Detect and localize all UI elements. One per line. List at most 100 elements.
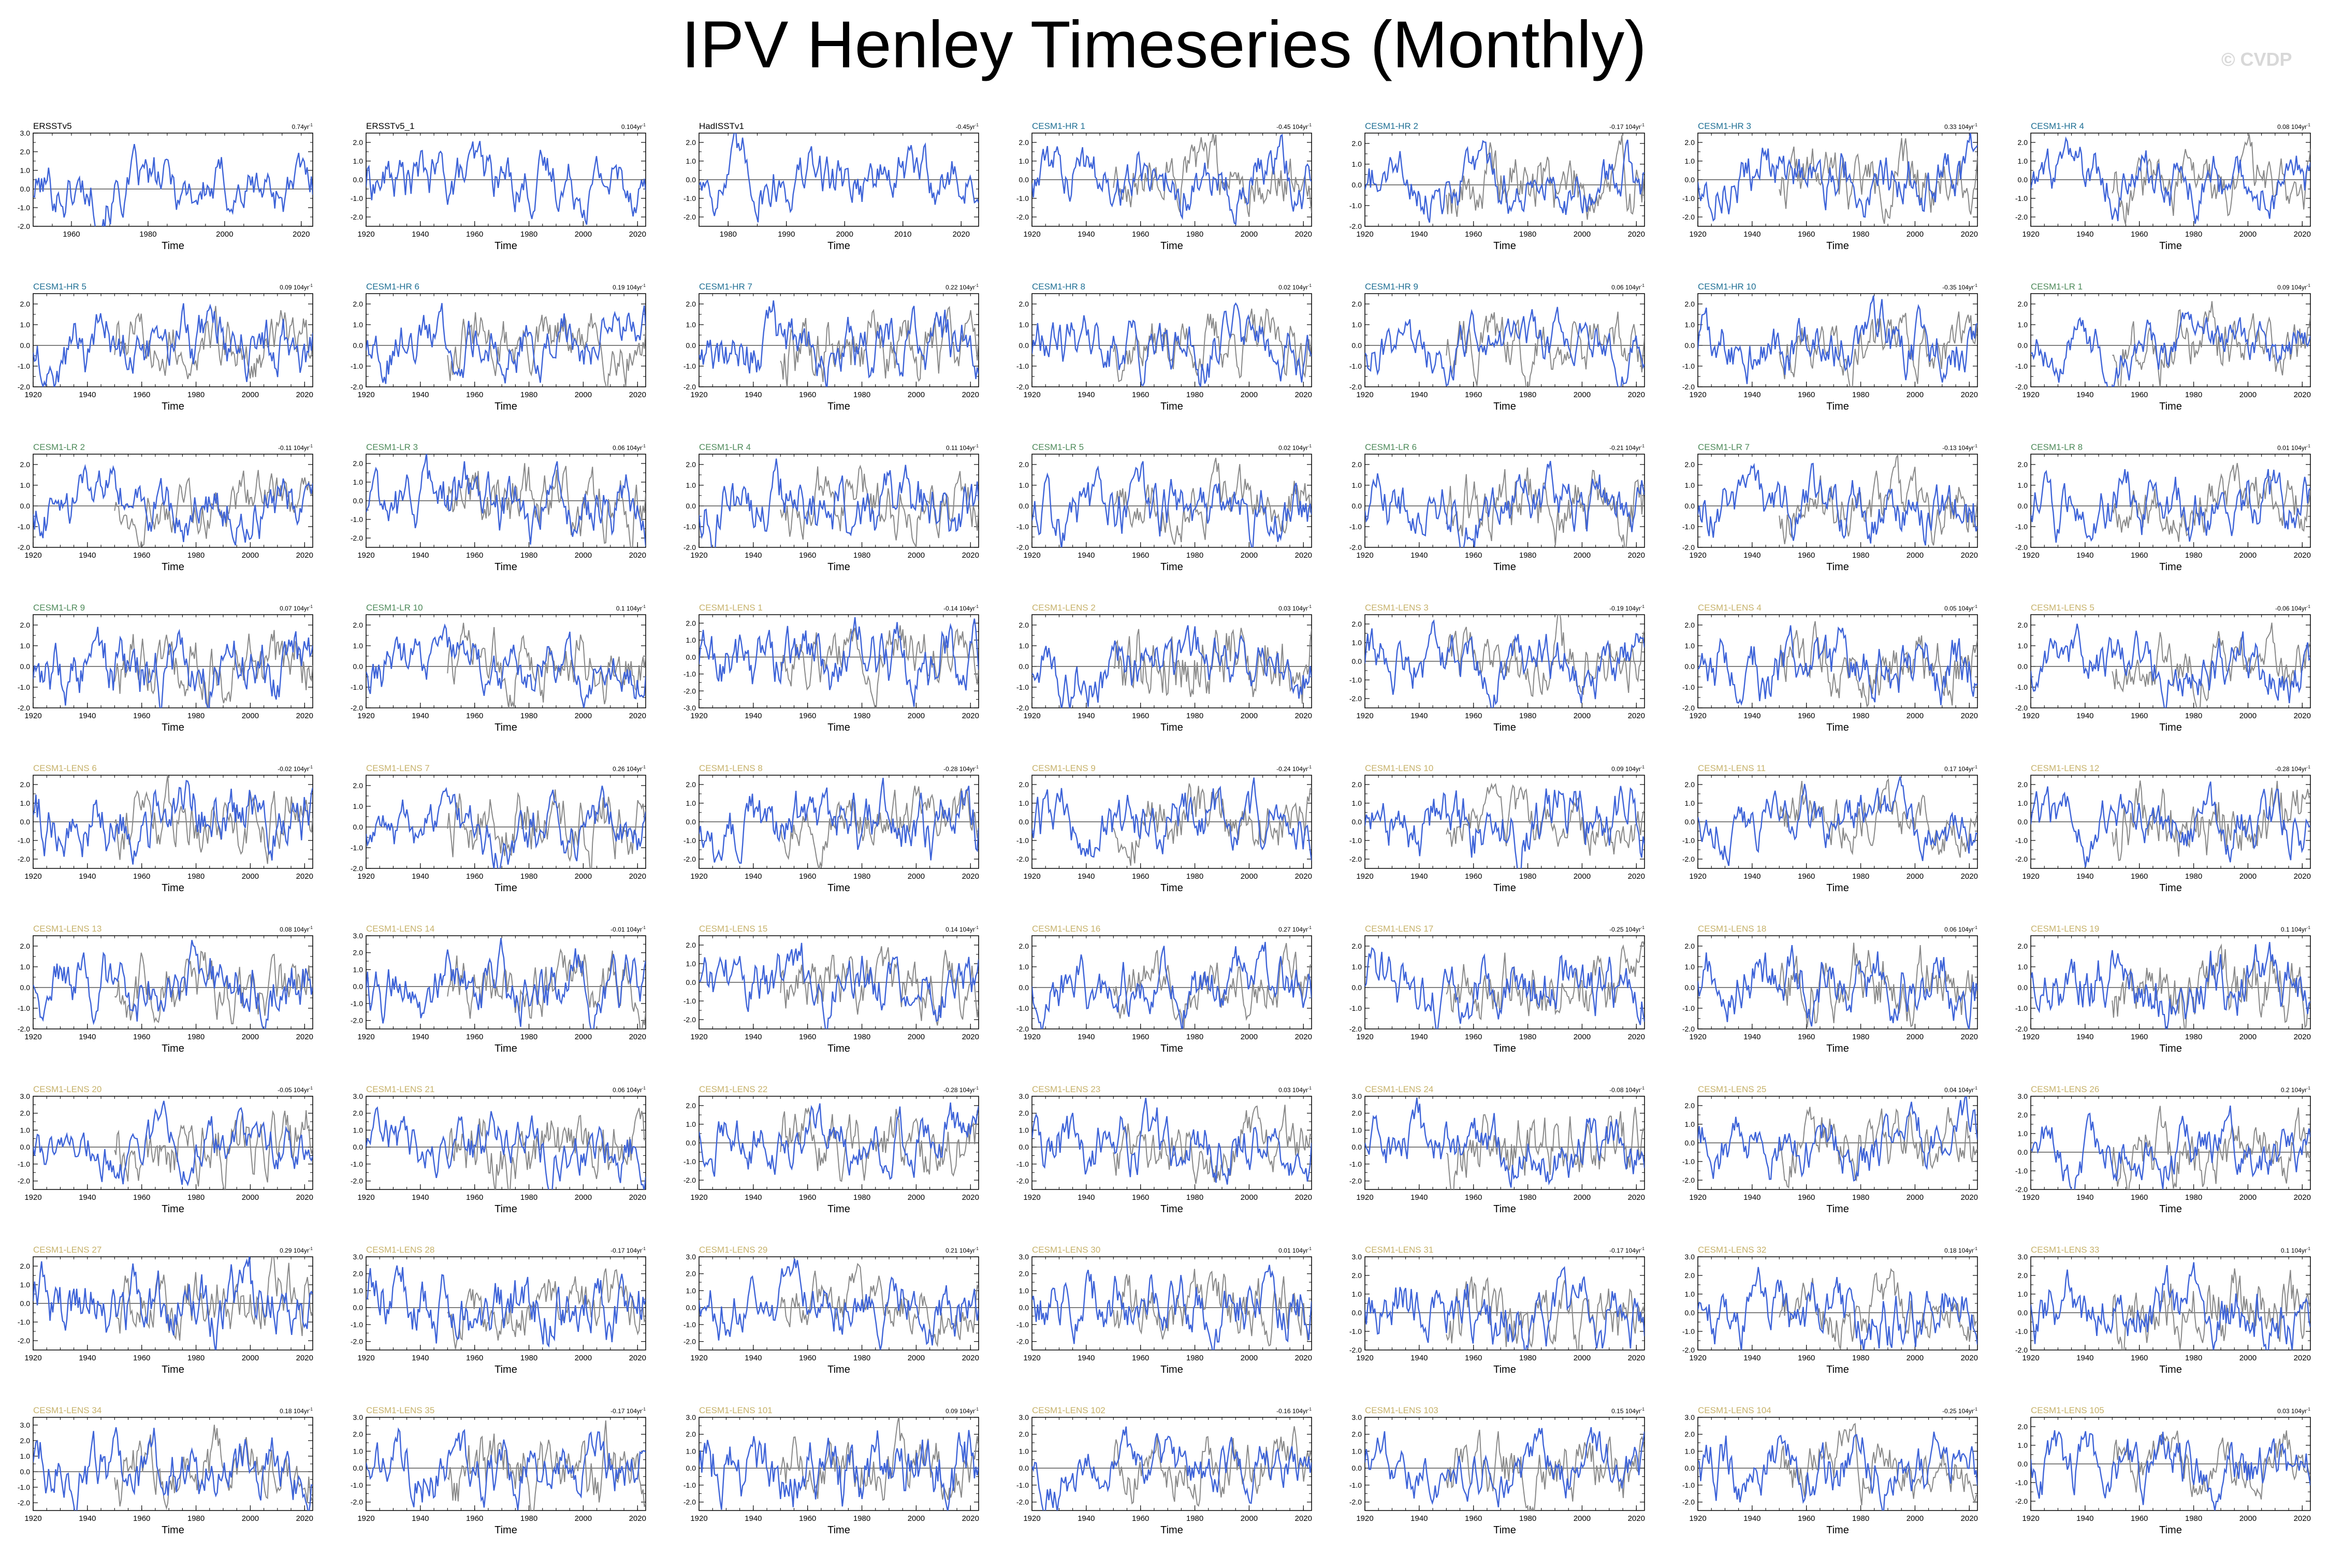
panel-trend: -0.17 104yr-1 [610, 1246, 646, 1254]
x-tick-label: 2020 [1628, 230, 1645, 239]
x-tick-label: 1940 [1410, 712, 1428, 720]
y-tick-label: -1.0 [1349, 836, 1362, 845]
model-series-line [1032, 1097, 1312, 1185]
panel-trend-exponent: -1 [1308, 765, 1312, 770]
panel-trend: -0.28 104yr-1 [943, 765, 979, 773]
y-tick-label: 0.0 [2018, 662, 2028, 671]
panel-trend: -0.24 104yr-1 [1276, 765, 1312, 773]
x-tick-label: 1980 [1186, 551, 1203, 560]
obs-series-line [780, 946, 979, 1026]
panel-trend-exponent: -1 [1641, 925, 1645, 930]
x-tick-label: 2000 [1574, 1354, 1591, 1362]
y-tick-label: -2.0 [1016, 543, 1029, 551]
chart-panel: CESM1-LENS 11 0.17 104yr-1 1920 1940 1960 198… [1682, 763, 1978, 894]
y-tick-label: 0.0 [353, 176, 363, 184]
y-tick-label: -2.0 [351, 1177, 363, 1185]
panel-trend: -0.17 104yr-1 [1609, 1246, 1645, 1254]
y-tick-label: 0.0 [1352, 341, 1362, 350]
y-tick-label: 0.0 [1019, 983, 1029, 992]
x-axis-label: Time [494, 1043, 517, 1054]
panel-title: CESM1-LENS 13 [33, 924, 101, 934]
panel-trend: 0.74yr-1 [292, 123, 313, 130]
x-tick-label: 2020 [2294, 1193, 2311, 1202]
model-series-line [2031, 781, 2310, 867]
y-tick-label: 2.0 [1685, 942, 1695, 950]
x-tick-label: 1980 [187, 1033, 205, 1041]
y-tick-label: -1.0 [18, 522, 30, 531]
panel-frame [33, 1096, 313, 1190]
x-tick-label: 2000 [2239, 872, 2257, 881]
model-series-line [699, 1258, 979, 1350]
model-series-line [366, 454, 646, 547]
x-tick-label: 1960 [466, 390, 483, 399]
model-series-line [366, 303, 646, 384]
panel-trend: 0.01 104yr-1 [1278, 1246, 1312, 1254]
panel-title: CESM1-LENS 27 [33, 1245, 101, 1255]
x-tick-label: 2020 [1961, 712, 1978, 720]
x-tick-label: 2000 [908, 1193, 925, 1202]
x-tick-label: 1960 [799, 551, 816, 560]
x-tick-label: 1920 [1023, 390, 1040, 399]
x-tick-label: 1960 [1465, 230, 1482, 239]
y-tick-label: -2.0 [683, 855, 696, 863]
y-tick-label: 1.0 [686, 321, 696, 329]
x-tick-label: 1920 [24, 872, 41, 881]
y-tick-label: 2.0 [1019, 460, 1029, 469]
y-tick-label: 1.0 [353, 965, 363, 974]
x-tick-label: 1940 [1743, 712, 1760, 720]
y-tick-label: -1.0 [351, 999, 363, 1008]
x-tick-label: 2020 [962, 390, 979, 399]
panel-trend-exponent: -1 [309, 604, 313, 609]
x-tick-label: 2020 [2294, 230, 2311, 239]
panel-trend-exponent: -1 [2307, 765, 2311, 770]
x-tick-label: 2000 [1907, 872, 1924, 881]
y-tick-label: -2.0 [1016, 1025, 1029, 1033]
chart-panel: CESM1-LR 5 0.02 104yr-1 1920 1940 1960 1980 20… [1016, 442, 1312, 573]
panel-trend: 0.1 104yr-1 [2281, 925, 2311, 933]
y-tick-label: -2.0 [2015, 1185, 2028, 1194]
y-tick-label: 1.0 [353, 1126, 363, 1134]
y-tick-label: 1.0 [686, 1120, 696, 1128]
panel-frame [2030, 1096, 2311, 1190]
x-tick-label: 1920 [2022, 1033, 2039, 1041]
x-tick-label: 1980 [520, 390, 537, 399]
y-tick-label: 2.0 [20, 942, 31, 950]
y-tick-label: 0.0 [1019, 1303, 1029, 1312]
x-tick-label: 1920 [1689, 230, 1706, 239]
x-tick-label: 1920 [2022, 551, 2039, 560]
y-tick-label: -1.0 [1349, 1160, 1362, 1168]
x-tick-label: 2000 [575, 1033, 592, 1041]
x-tick-label: 1940 [412, 551, 429, 560]
x-tick-label: 1960 [799, 1033, 816, 1041]
x-axis-label: Time [2159, 1364, 2182, 1375]
y-tick-label: 1.0 [1685, 157, 1695, 165]
y-tick-label: 2.0 [1352, 300, 1362, 308]
obs-series-line [1113, 458, 1312, 545]
panel-trend: 0.06 104yr-1 [613, 444, 646, 452]
x-tick-label: 1980 [1519, 1033, 1536, 1041]
x-tick-label: 1980 [187, 390, 205, 399]
y-tick-label: -2.0 [351, 864, 363, 873]
model-series-line [33, 463, 313, 546]
x-axis-label: Time [1493, 1043, 1516, 1054]
model-series-line [1365, 307, 1645, 387]
y-tick-label: 2.0 [20, 300, 31, 308]
panel-frame [366, 1096, 646, 1190]
model-series-line [1698, 462, 1977, 546]
panel-title: CESM1-LENS 25 [1698, 1084, 1766, 1094]
x-tick-label: 1920 [1356, 1033, 1373, 1041]
obs-series-line [1113, 1269, 1312, 1347]
x-tick-label: 1980 [2185, 390, 2202, 399]
model-series-line [1698, 1096, 1977, 1182]
y-tick-label: -1.0 [1682, 1004, 1695, 1012]
panel-title: CESM1-LENS 7 [366, 763, 430, 773]
x-tick-label: 2020 [629, 1033, 646, 1041]
panel-title: CESM1-LENS 3 [1365, 603, 1429, 613]
x-tick-label: 1960 [1798, 1033, 1815, 1041]
obs-series-line [114, 1257, 313, 1341]
x-tick-label: 1940 [1743, 1354, 1760, 1362]
x-tick-label: 1960 [133, 551, 150, 560]
y-tick-label: -2.0 [683, 687, 696, 695]
chart-panel: CESM1-LENS 3 -0.19 104yr-1 1920 1940 1960 198… [1349, 603, 1645, 733]
y-tick-label: 0.0 [686, 653, 696, 661]
